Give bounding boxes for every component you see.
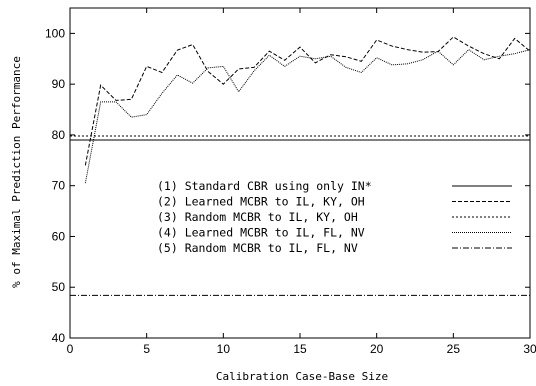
series-line-2 [84,36,531,166]
legend-label-4: (4) Learned MCBR to IL, FL, NV [157,226,365,240]
y-tick-label: 40 [52,331,66,345]
y-tick-label: 60 [52,229,66,243]
y-tick-label: 50 [52,280,66,294]
x-tick-label: 0 [67,342,74,356]
legend-label-3: (3) Random MCBR to IL, KY, OH [157,210,358,224]
x-axis-label: Calibration Case-Base Size [216,370,388,383]
y-tick-label: 70 [52,179,66,193]
y-axis-label: % of Maximal Prediction Performance [10,56,23,288]
x-tick-label: 25 [447,342,461,356]
legend-label-5: (5) Random MCBR to IL, FL, NV [157,241,358,255]
series-line-4 [84,48,531,184]
plot-marks [70,36,531,296]
y-tick-label: 90 [52,77,66,91]
y-tick-label: 80 [52,128,66,142]
x-tick-label: 5 [143,342,150,356]
x-tick-label: 30 [523,342,536,356]
legend-label-2: (2) Learned MCBR to IL, KY, OH [157,195,365,209]
x-tick-label: 15 [293,342,307,356]
axes: 0 5 10 15 20 25 30 40 50 60 70 80 90 100 [45,7,536,356]
x-tick-label: 10 [217,342,231,356]
legend-label-1: (1) Standard CBR using only IN* [157,179,372,193]
legend: (1) Standard CBR using only IN* (2) Learn… [157,179,512,255]
y-tick-label: 100 [45,26,65,40]
x-tick-label: 20 [370,342,384,356]
